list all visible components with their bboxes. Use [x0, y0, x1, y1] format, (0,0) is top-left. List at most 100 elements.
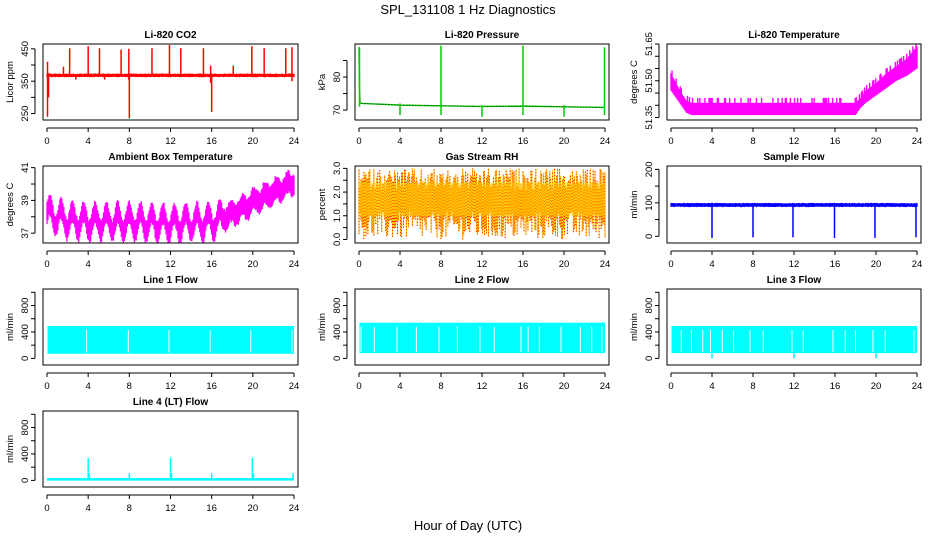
x-tick-label: 12: [165, 503, 176, 514]
x-axis: 0 4 8 12 16 20 24: [668, 127, 923, 147]
x-tick-label: 12: [477, 136, 488, 147]
chart-panel-ambient-box-temperature: Ambient Box Temperature 0 4 8 12 16 20 24 37 39 41…: [5, 152, 299, 270]
y-axis-label: percent: [317, 188, 328, 220]
x-tick-label: 0: [44, 381, 49, 392]
data-marks: [46, 169, 295, 243]
series-dots: [358, 47, 606, 108]
y-tick-label: 450: [20, 41, 31, 57]
y-tick-label: 800: [332, 298, 343, 314]
chart-panel-li820-pressure: Li-820 Pressure 0 4 8 12 16 20 24 70 80 kPa: [317, 30, 610, 147]
figure-title: SPL_131108 1 Hz Diagnostics: [380, 2, 556, 17]
x-tick-label: 20: [248, 259, 259, 270]
data-marks: [671, 326, 917, 359]
chart-panel-line-3-flow: Line 3 Flow 0 4 8 12 16 20 24 0 400 800 ml/min: [629, 275, 922, 392]
y-tick-label: 350: [20, 73, 31, 89]
y-tick-label: 0.0: [332, 233, 343, 246]
panel-title: Line 4 (LT) Flow: [133, 397, 209, 408]
y-axis-label: ml/min: [5, 435, 16, 463]
data-marks: [359, 322, 605, 354]
x-tick-label: 0: [44, 136, 49, 147]
y-tick-label: 400: [332, 324, 343, 340]
y-tick-label: 250: [20, 106, 31, 122]
x-tick-label: 0: [356, 259, 361, 270]
y-axis: 0 400 800 ml/min: [5, 291, 36, 361]
x-tick-label: 12: [165, 259, 176, 270]
chart-panel-gas-stream-rh: Gas Stream RH 0 4 8 12 16 20 24 0.0 1.0 2.0 3.0 perc…: [317, 152, 610, 270]
x-tick-label: 20: [559, 136, 570, 147]
x-tick-label: 16: [206, 259, 217, 270]
y-axis-label: ml/min: [629, 191, 640, 219]
y-tick-label: 400: [644, 324, 655, 340]
plot-frame: [42, 43, 299, 121]
panel-title: Line 3 Flow: [767, 275, 822, 286]
x-tick-label: 8: [438, 381, 443, 392]
x-tick-label: 16: [830, 136, 841, 147]
x-tick-label: 24: [289, 136, 300, 147]
y-tick-label: 0: [20, 478, 31, 483]
y-tick-label: 80: [332, 72, 343, 83]
y-tick-label: 51.50: [644, 69, 655, 93]
x-axis: 0 4 8 12 16 20 24: [44, 494, 299, 514]
x-tick-label: 4: [397, 259, 402, 270]
y-axis-label: ml/min: [317, 313, 328, 341]
y-tick-label: 1.0: [332, 209, 343, 222]
x-tick-label: 16: [518, 381, 529, 392]
x-tick-label: 8: [127, 259, 132, 270]
x-tick-label: 24: [289, 259, 300, 270]
data-marks: [46, 44, 295, 119]
y-axis: 250 350 450 Licor ppm: [5, 41, 36, 122]
x-axis: 0 4 8 12 16 20 24: [44, 250, 300, 270]
y-axis: 0 400 800 ml/min: [629, 291, 660, 361]
plot-frame: [666, 165, 922, 244]
y-tick-label: 51.35: [644, 106, 655, 130]
chart-panel-sample-flow: Sample Flow 0 4 8 12 16 20 24 0 100 200 ml/min: [629, 152, 922, 270]
y-axis-label: degrees C: [629, 60, 640, 104]
data-marks: [47, 326, 294, 354]
x-tick-label: 20: [248, 136, 259, 147]
x-tick-label: 0: [668, 381, 673, 392]
data-marks: [358, 45, 606, 117]
panel-title: Sample Flow: [763, 152, 824, 163]
y-axis-label: ml/min: [629, 313, 640, 341]
y-tick-label: 70: [332, 105, 343, 116]
y-axis: 70 80 kPa: [317, 60, 348, 116]
y-axis: 0.0 1.0 2.0 3.0 percent: [317, 162, 348, 246]
plot-frame: [666, 288, 922, 366]
chart-panel-line-4-lt-flow: Line 4 (LT) Flow 0 4 8 12 16 20 24 0 400 800 ml/min: [5, 397, 299, 514]
y-tick-label: 800: [20, 420, 31, 436]
x-tick-label: 8: [750, 381, 755, 392]
y-tick-label: 41: [20, 162, 31, 173]
plot-frame: [666, 43, 922, 121]
y-axis-label: kPa: [317, 73, 328, 90]
x-tick-label: 20: [871, 136, 882, 147]
y-tick-label: 800: [644, 298, 655, 314]
y-tick-label: 0: [644, 234, 655, 239]
y-tick-label: 400: [20, 446, 31, 462]
x-tick-label: 24: [600, 381, 611, 392]
x-tick-label: 24: [912, 259, 923, 270]
plot-frame: [42, 288, 299, 366]
x-tick-label: 12: [477, 381, 488, 392]
x-tick-label: 12: [165, 136, 176, 147]
y-tick-label: 39: [20, 195, 31, 206]
x-axis: 0 4 8 12 16 20 24: [356, 250, 610, 270]
x-tick-label: 8: [127, 503, 132, 514]
x-tick-label: 24: [912, 136, 923, 147]
x-tick-label: 0: [44, 503, 49, 514]
x-tick-label: 16: [206, 503, 217, 514]
x-tick-label: 4: [86, 503, 91, 514]
x-tick-label: 12: [789, 136, 800, 147]
data-marks: [358, 168, 606, 240]
x-tick-label: 0: [668, 259, 673, 270]
data-marks: [47, 457, 294, 481]
data-marks: [670, 44, 918, 116]
x-tick-label: 16: [206, 136, 217, 147]
x-tick-label: 8: [750, 136, 755, 147]
y-tick-label: 100: [644, 195, 655, 211]
x-axis: 0 4 8 12 16 20 24: [668, 250, 923, 270]
x-tick-label: 0: [668, 136, 673, 147]
x-tick-label: 0: [44, 259, 49, 270]
x-tick-label: 0: [356, 381, 361, 392]
